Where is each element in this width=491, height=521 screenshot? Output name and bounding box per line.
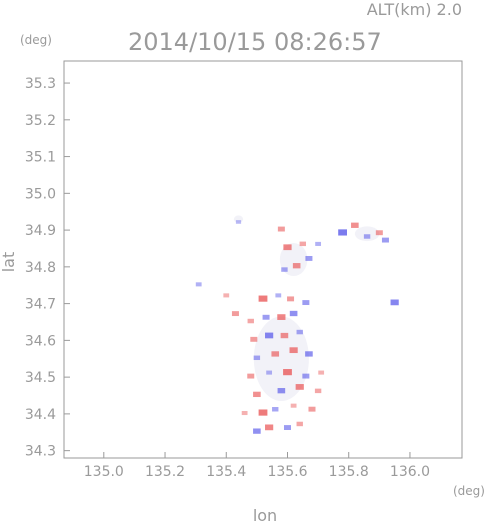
data-patch [293,263,301,268]
data-patch [259,409,268,415]
data-patch [290,311,298,316]
data-patch [281,267,287,271]
y-tick-label: 35.1 [25,150,56,166]
data-patch [364,234,370,238]
axis-ticks: 135.0 135.2 135.4 135.6 135.8 136.0 34.3 34.4 34… [25,76,430,480]
data-patch [284,425,291,430]
data-patch [318,371,324,375]
x-tick-label: 136.0 [390,464,430,480]
y-tick-label: 34.6 [25,333,56,349]
data-patch [232,311,239,316]
data-patch [297,330,303,334]
data-patch [253,392,261,397]
data-patch [283,369,292,375]
x-axis-label: lon [253,506,277,521]
data-patch [248,319,254,323]
y-tick-label: 34.9 [25,223,56,239]
data-patch [338,229,347,235]
y-tick-label: 35.0 [25,186,56,202]
altitude-label: ALT(km) 2.0 [367,0,462,19]
data-patch [196,282,202,286]
data-patch [291,404,297,408]
data-patch [302,300,309,305]
data-patch [236,220,241,224]
data-patch [271,351,279,356]
y-tick-label: 35.2 [25,113,56,129]
data-patch [278,227,285,232]
echo-area [355,226,379,241]
data-patch [242,411,248,415]
y-tick-label: 34.3 [25,444,56,460]
y-tick-label: 34.7 [25,297,56,313]
x-tick-label: 135.4 [206,464,246,480]
data-patch [277,314,285,320]
data-patch [290,347,298,353]
data-patch [305,351,313,356]
y-unit-label: (deg) [20,33,52,47]
data-patch [315,389,321,393]
data-patch [376,230,383,235]
data-patch [297,422,303,426]
data-patch [254,356,260,360]
data-patch [266,371,272,375]
data-patch [272,407,278,411]
y-axis-label: lat [0,252,18,273]
data-patch [308,407,315,412]
y-tick-label: 35.3 [25,76,56,92]
y-tick-label: 34.8 [25,260,56,276]
data-patch [263,315,270,320]
x-unit-label: (deg) [453,484,485,498]
data-patch [283,244,291,250]
data-patch [265,333,273,339]
data-patch [259,296,268,302]
data-patch [223,293,229,297]
data-patch [253,428,261,433]
data-patch [278,388,286,393]
y-tick-label: 34.4 [25,407,56,423]
x-tick-label: 135.8 [329,464,369,480]
data-patch [305,256,312,261]
data-patch [351,223,359,228]
x-tick-label: 135.0 [84,464,124,480]
data-patch [382,238,389,243]
data-patch [247,374,254,379]
x-tick-label: 135.6 [267,464,307,480]
data-patch [300,242,306,246]
data-patch [265,424,273,430]
data-patch [391,300,399,306]
data-patch [302,374,309,379]
x-tick-label: 135.2 [145,464,185,480]
data-patch [287,296,294,301]
data-patch [315,242,321,246]
data-patch [250,337,257,342]
data-patch [296,384,304,390]
timestamp-title: 2014/10/15 08:26:57 [128,28,382,56]
radar-patches [196,215,399,433]
data-patch [275,293,281,297]
plot-frame [64,61,462,458]
y-tick-label: 34.5 [25,370,56,386]
data-patch [281,333,289,338]
